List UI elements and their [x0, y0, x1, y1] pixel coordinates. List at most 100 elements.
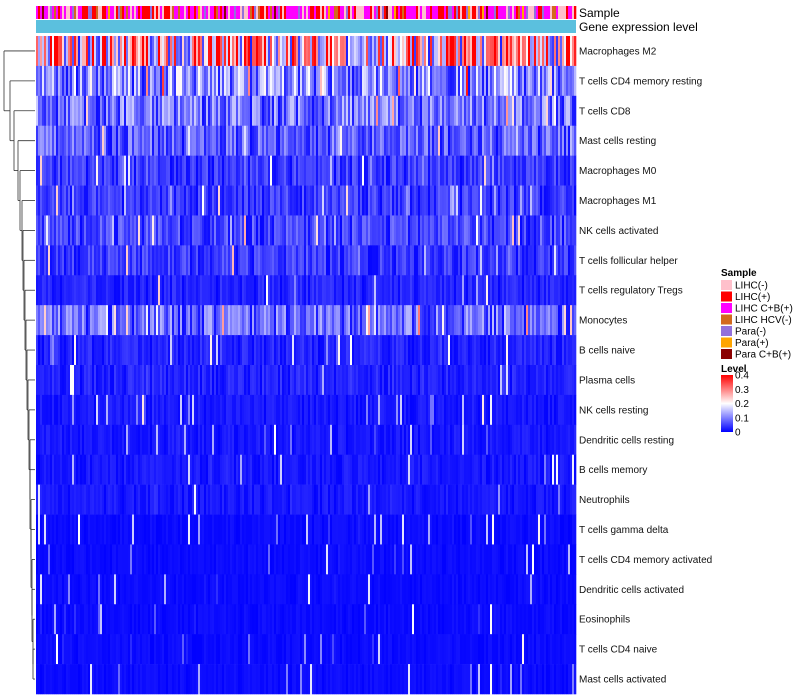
- heatmap-cell: [88, 335, 91, 366]
- heatmap-cell: [260, 365, 263, 396]
- heatmap-cell: [558, 275, 561, 306]
- heatmap-cell: [150, 65, 153, 97]
- heatmap-cell: [286, 95, 289, 127]
- heatmap-cell: [78, 95, 81, 127]
- heatmap-cell: [474, 36, 477, 67]
- heatmap-cell: [222, 215, 225, 246]
- heatmap-cell: [506, 514, 509, 545]
- heatmap-cell: [302, 394, 305, 426]
- heatmap-cell: [166, 155, 169, 186]
- heatmap-cell: [486, 65, 489, 97]
- heatmap-cell: [276, 514, 279, 545]
- heatmap-cell: [494, 155, 497, 186]
- heatmap-cell: [212, 275, 215, 306]
- heatmap-cell: [88, 65, 91, 97]
- heatmap-cell: [544, 215, 547, 246]
- heatmap-cell: [304, 275, 307, 306]
- heatmap-cell: [384, 484, 387, 515]
- heatmap-cell: [510, 65, 513, 97]
- heatmap-cell: [544, 365, 547, 396]
- heatmap-cell: [154, 275, 157, 306]
- heatmap-cell: [180, 95, 183, 127]
- sample-annotation-cell: [36, 6, 39, 19]
- heatmap-cell: [472, 155, 475, 186]
- heatmap-cell: [494, 484, 497, 515]
- heatmap-cell: [436, 514, 439, 545]
- sample-annotation-cell: [428, 6, 431, 19]
- heatmap-cell: [182, 215, 185, 246]
- heatmap-cell: [388, 305, 391, 336]
- heatmap-cell: [478, 245, 481, 276]
- heatmap-cell: [506, 394, 509, 426]
- heatmap-cell: [196, 335, 199, 366]
- heatmap-cell: [332, 454, 335, 485]
- heatmap-cell: [180, 36, 183, 67]
- heatmap-cell: [214, 95, 217, 127]
- heatmap-cell: [572, 514, 575, 545]
- heatmap-row: [36, 335, 577, 366]
- heatmap-cell: [76, 185, 79, 216]
- heatmap-cell: [118, 125, 121, 156]
- heatmap-cell: [572, 245, 575, 276]
- heatmap-cell: [62, 454, 65, 485]
- heatmap-cell: [44, 484, 47, 515]
- heatmap-cell: [50, 544, 53, 575]
- heatmap-cell: [232, 394, 235, 426]
- heatmap-cell: [238, 454, 241, 485]
- heatmap-cell: [408, 335, 411, 366]
- heatmap-cell: [208, 245, 211, 276]
- heatmap-cell: [522, 484, 525, 515]
- heatmap-cell: [302, 365, 305, 396]
- heatmap-cell: [86, 394, 89, 426]
- heatmap-cell: [394, 365, 397, 396]
- heatmap-cell: [478, 275, 481, 306]
- heatmap-cell: [446, 95, 449, 127]
- heatmap-cell: [506, 155, 509, 186]
- heatmap-cell: [126, 275, 129, 306]
- heatmap-cell: [464, 335, 467, 366]
- heatmap-cell: [424, 185, 427, 216]
- heatmap-cell: [412, 335, 415, 366]
- sample-annotation-cell: [260, 6, 263, 19]
- sample-annotation-cell: [214, 6, 217, 19]
- heatmap-cell: [206, 65, 209, 97]
- heatmap-cell: [372, 514, 375, 545]
- heatmap-cell: [362, 484, 365, 515]
- heatmap-cell: [166, 484, 169, 515]
- sample-annotation-cell: [324, 6, 327, 19]
- heatmap-cell: [366, 335, 369, 366]
- heatmap-cell: [190, 245, 193, 276]
- heatmap-cell: [192, 275, 195, 306]
- sample-annotation-cell: [416, 6, 419, 19]
- heatmap-cell: [146, 484, 149, 515]
- sample-annotation-cell: [536, 6, 539, 19]
- heatmap-cell: [410, 454, 413, 485]
- heatmap-cell: [140, 245, 143, 276]
- heatmap-cell: [506, 424, 509, 456]
- heatmap-cell: [400, 215, 403, 246]
- heatmap-cell: [304, 335, 307, 366]
- heatmap-cell: [336, 335, 339, 366]
- heatmap-cell: [338, 125, 341, 156]
- heatmap-cell: [498, 514, 501, 545]
- heatmap-cell: [158, 95, 161, 127]
- heatmap-cell: [390, 36, 393, 67]
- heatmap-cell: [476, 484, 479, 515]
- heatmap-cell: [126, 185, 129, 216]
- heatmap-cell: [94, 125, 97, 156]
- heatmap-cell: [174, 95, 177, 127]
- heatmap-cell: [358, 305, 361, 336]
- heatmap-cell: [528, 394, 531, 426]
- sample-annotation-cell: [336, 6, 339, 19]
- sample-annotation-cell: [364, 6, 367, 19]
- heatmap-cell: [544, 245, 547, 276]
- heatmap-cell: [436, 394, 439, 426]
- heatmap-cell: [426, 185, 429, 216]
- heatmap-cell: [438, 245, 441, 276]
- heatmap-cell: [160, 454, 163, 485]
- heatmap-cell: [522, 36, 525, 67]
- heatmap-cell: [280, 394, 283, 426]
- heatmap-cell: [404, 514, 407, 545]
- heatmap-cell: [148, 36, 151, 67]
